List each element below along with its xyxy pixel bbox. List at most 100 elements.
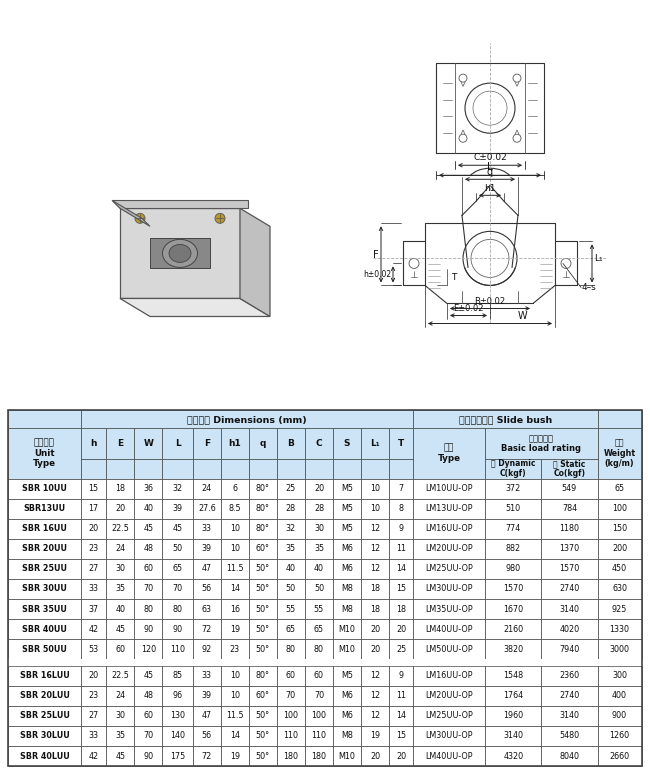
Bar [389,665,413,685]
Text: 27: 27 [88,564,99,574]
Text: 37: 37 [88,604,98,614]
Bar [413,499,486,519]
Text: 400: 400 [612,692,627,700]
Bar [541,685,597,705]
Bar [305,429,333,459]
Bar [277,599,305,619]
Bar [361,499,389,519]
Bar [249,639,277,659]
Bar [221,559,249,579]
Bar [81,619,106,639]
Text: 50°: 50° [256,584,270,594]
Text: 11: 11 [396,692,406,700]
Text: 70: 70 [143,584,153,594]
Polygon shape [120,298,270,316]
Bar [8,479,81,499]
Bar [333,746,361,766]
Bar [106,459,135,479]
Text: 10: 10 [230,524,240,534]
Text: E: E [117,439,124,448]
Bar [541,665,597,685]
Bar [413,665,486,685]
Bar [8,685,81,705]
Bar [361,599,389,619]
Bar [249,685,277,705]
Text: 3140: 3140 [560,604,579,614]
Text: 80: 80 [143,604,153,614]
Bar [333,499,361,519]
Bar [249,726,277,746]
Text: L₁: L₁ [370,439,380,448]
Text: LM40UU-OP: LM40UU-OP [426,625,473,634]
Text: 70: 70 [314,692,324,700]
Bar [8,429,81,479]
Bar [361,579,389,599]
Text: 110: 110 [170,645,185,654]
Bar [221,539,249,559]
Text: C: C [316,439,322,448]
Text: 12: 12 [370,524,380,534]
Bar [361,519,389,539]
Bar [8,519,81,539]
Bar [81,599,106,619]
Polygon shape [150,238,210,268]
Text: 45: 45 [115,625,125,634]
Bar [106,479,135,499]
Text: 15: 15 [396,732,406,740]
Bar [221,665,249,685]
Text: 80: 80 [286,645,296,654]
Text: SBR 16UU: SBR 16UU [22,524,67,534]
Bar [361,619,389,639]
Bar [193,429,221,459]
Text: 24: 24 [115,692,125,700]
Bar [8,746,81,766]
Text: F: F [373,251,379,261]
Text: M6: M6 [341,544,353,554]
Bar [8,639,81,659]
Text: 18: 18 [396,604,406,614]
Text: 80°: 80° [256,504,270,513]
Text: 45: 45 [143,524,153,534]
Bar [333,459,361,479]
Bar [277,639,305,659]
Text: 90: 90 [143,625,153,634]
Bar [389,639,413,659]
Text: 180: 180 [311,752,326,760]
Bar [221,459,249,479]
Text: 60: 60 [314,672,324,680]
Text: 35: 35 [286,544,296,554]
Text: M10: M10 [339,645,356,654]
Text: 20: 20 [88,672,98,680]
Text: 47: 47 [202,712,212,720]
Bar [361,665,389,685]
Bar [277,726,305,746]
Bar [81,559,106,579]
Text: 11.5: 11.5 [226,712,244,720]
Bar [389,599,413,619]
Bar [249,559,277,579]
Bar [193,539,221,559]
Text: 65: 65 [286,625,296,634]
Bar [597,619,642,639]
Bar [8,659,642,665]
Bar [333,665,361,685]
Text: LM35UU-OP: LM35UU-OP [425,604,473,614]
Bar [277,665,305,685]
Text: 900: 900 [612,712,627,720]
Text: SBR 20UU: SBR 20UU [22,544,67,554]
Text: 92: 92 [202,645,212,654]
Ellipse shape [162,239,198,268]
Bar [277,685,305,705]
Bar [193,685,221,705]
Text: 20: 20 [396,752,406,760]
Bar [333,579,361,599]
Bar [81,539,106,559]
Bar [106,539,135,559]
Text: 22.5: 22.5 [111,672,129,680]
Bar [135,685,162,705]
Text: M6: M6 [341,692,353,700]
Bar [333,599,361,619]
Bar [8,539,81,559]
Bar [486,705,541,726]
Bar [333,429,361,459]
